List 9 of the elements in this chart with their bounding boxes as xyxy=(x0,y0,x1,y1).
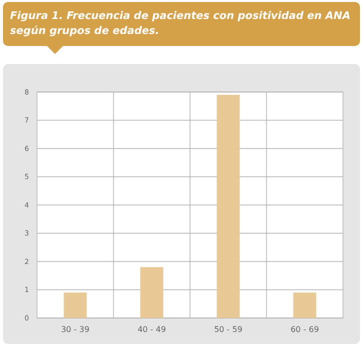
bar xyxy=(140,267,164,318)
x-tick-label: 60 - 69 xyxy=(290,325,319,334)
bar xyxy=(216,94,240,318)
x-tick-label: 40 - 49 xyxy=(138,325,166,334)
chart-title: Figura 1. Frecuencia de pacientes con positividad en ANA según grupos de edades. xyxy=(10,10,350,37)
bar xyxy=(293,292,316,318)
x-tick-label: 30 - 39 xyxy=(61,325,90,334)
bar xyxy=(64,292,87,318)
x-tick-label: 50 - 59 xyxy=(214,325,242,334)
